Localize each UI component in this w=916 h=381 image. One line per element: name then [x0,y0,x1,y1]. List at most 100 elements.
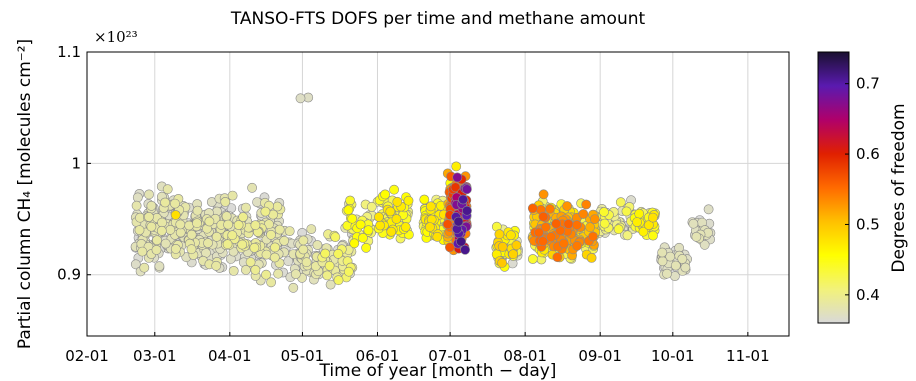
data-point [222,239,233,250]
data-point [494,229,505,240]
data-point [250,220,261,231]
data-point [688,218,699,229]
data-point [290,269,301,279]
data-point [452,172,463,183]
data-point [170,210,181,220]
data-point [170,198,180,209]
data-point [269,252,280,263]
data-point [245,257,256,267]
data-point [186,244,197,255]
x-tick-label: 09-01 [578,347,622,365]
data-point [298,235,309,246]
data-point [680,262,691,273]
data-point [403,195,414,206]
data-point [497,257,507,268]
data-point [130,259,141,270]
data-point [203,238,213,248]
data-point [599,207,609,217]
data-point [264,219,274,230]
data-point [322,270,333,281]
y-tick-label: 0.9 [57,266,81,284]
data-point [325,279,336,290]
data-point [581,199,592,210]
x-tick-label: 05-01 [281,347,325,365]
data-point [249,242,260,253]
data-point [538,236,548,247]
data-point [572,240,582,251]
data-point [349,238,360,249]
data-point [450,182,461,193]
data-point [131,200,142,211]
data-point [295,93,306,104]
data-point [144,189,154,200]
data-point [558,238,569,249]
data-point [227,230,238,241]
data-point [227,190,238,201]
data-point [670,260,681,271]
data-point [599,218,610,229]
data-point [330,232,341,242]
data-point [247,182,257,193]
data-point [461,184,472,195]
x-tick-label: 04-01 [208,347,252,365]
data-point [634,208,645,219]
data-point [453,216,464,227]
data-point [451,161,462,172]
data-point [588,231,598,242]
x-tick-label: 10-01 [651,347,695,365]
data-point [444,242,455,253]
x-tick-label: 07-01 [428,347,472,365]
data-point [261,249,272,260]
plot-frame [86,51,790,337]
data-point [657,247,668,258]
data-point [160,238,171,249]
data-point [389,184,399,195]
data-point [146,221,157,232]
colorbar-tick-label: 0.5 [856,215,880,233]
data-point [546,231,556,242]
data-point [240,264,251,275]
data-point [146,200,157,211]
data-point [511,240,522,251]
data-point [562,201,572,211]
x-axis: 02-01 03-01 04-01 05-01 06-01 07-01 08-01 09-01… [65,332,770,365]
data-point [137,246,148,257]
data-point [192,218,202,229]
data-point [392,196,403,207]
data-point [324,260,335,271]
data-point [578,209,589,219]
colorbar-tick-label: 0.7 [856,75,880,93]
y-axis-label: Partial column CH₄ [molecules cm⁻²] [15,39,35,349]
data-point [691,231,702,242]
data-point [572,220,582,230]
data-point [274,224,285,235]
x-tick-label: 06-01 [356,347,400,365]
data-point [347,213,358,224]
data-point [456,236,466,247]
data-point [357,232,368,243]
colorbar-axis: 0.4 0.5 0.6 0.7 [845,75,880,304]
x-axis-label: Time of year [month − day] [319,361,557,381]
data-point [380,189,390,200]
data-point [298,244,309,255]
data-point [175,219,186,230]
data-point [260,206,271,217]
data-point [139,262,150,273]
data-point [250,264,261,275]
data-point [170,243,181,254]
data-point [143,211,154,222]
data-point [648,212,658,223]
data-point [288,282,299,293]
data-points [130,92,716,293]
data-point [563,219,574,229]
data-point [204,216,215,227]
data-point [497,241,508,252]
data-point [272,201,283,212]
data-point [160,197,170,208]
data-point [162,184,173,195]
data-point [312,240,323,250]
data-point [233,220,244,230]
data-point [552,252,563,263]
data-point [424,222,435,232]
grid [86,51,789,336]
